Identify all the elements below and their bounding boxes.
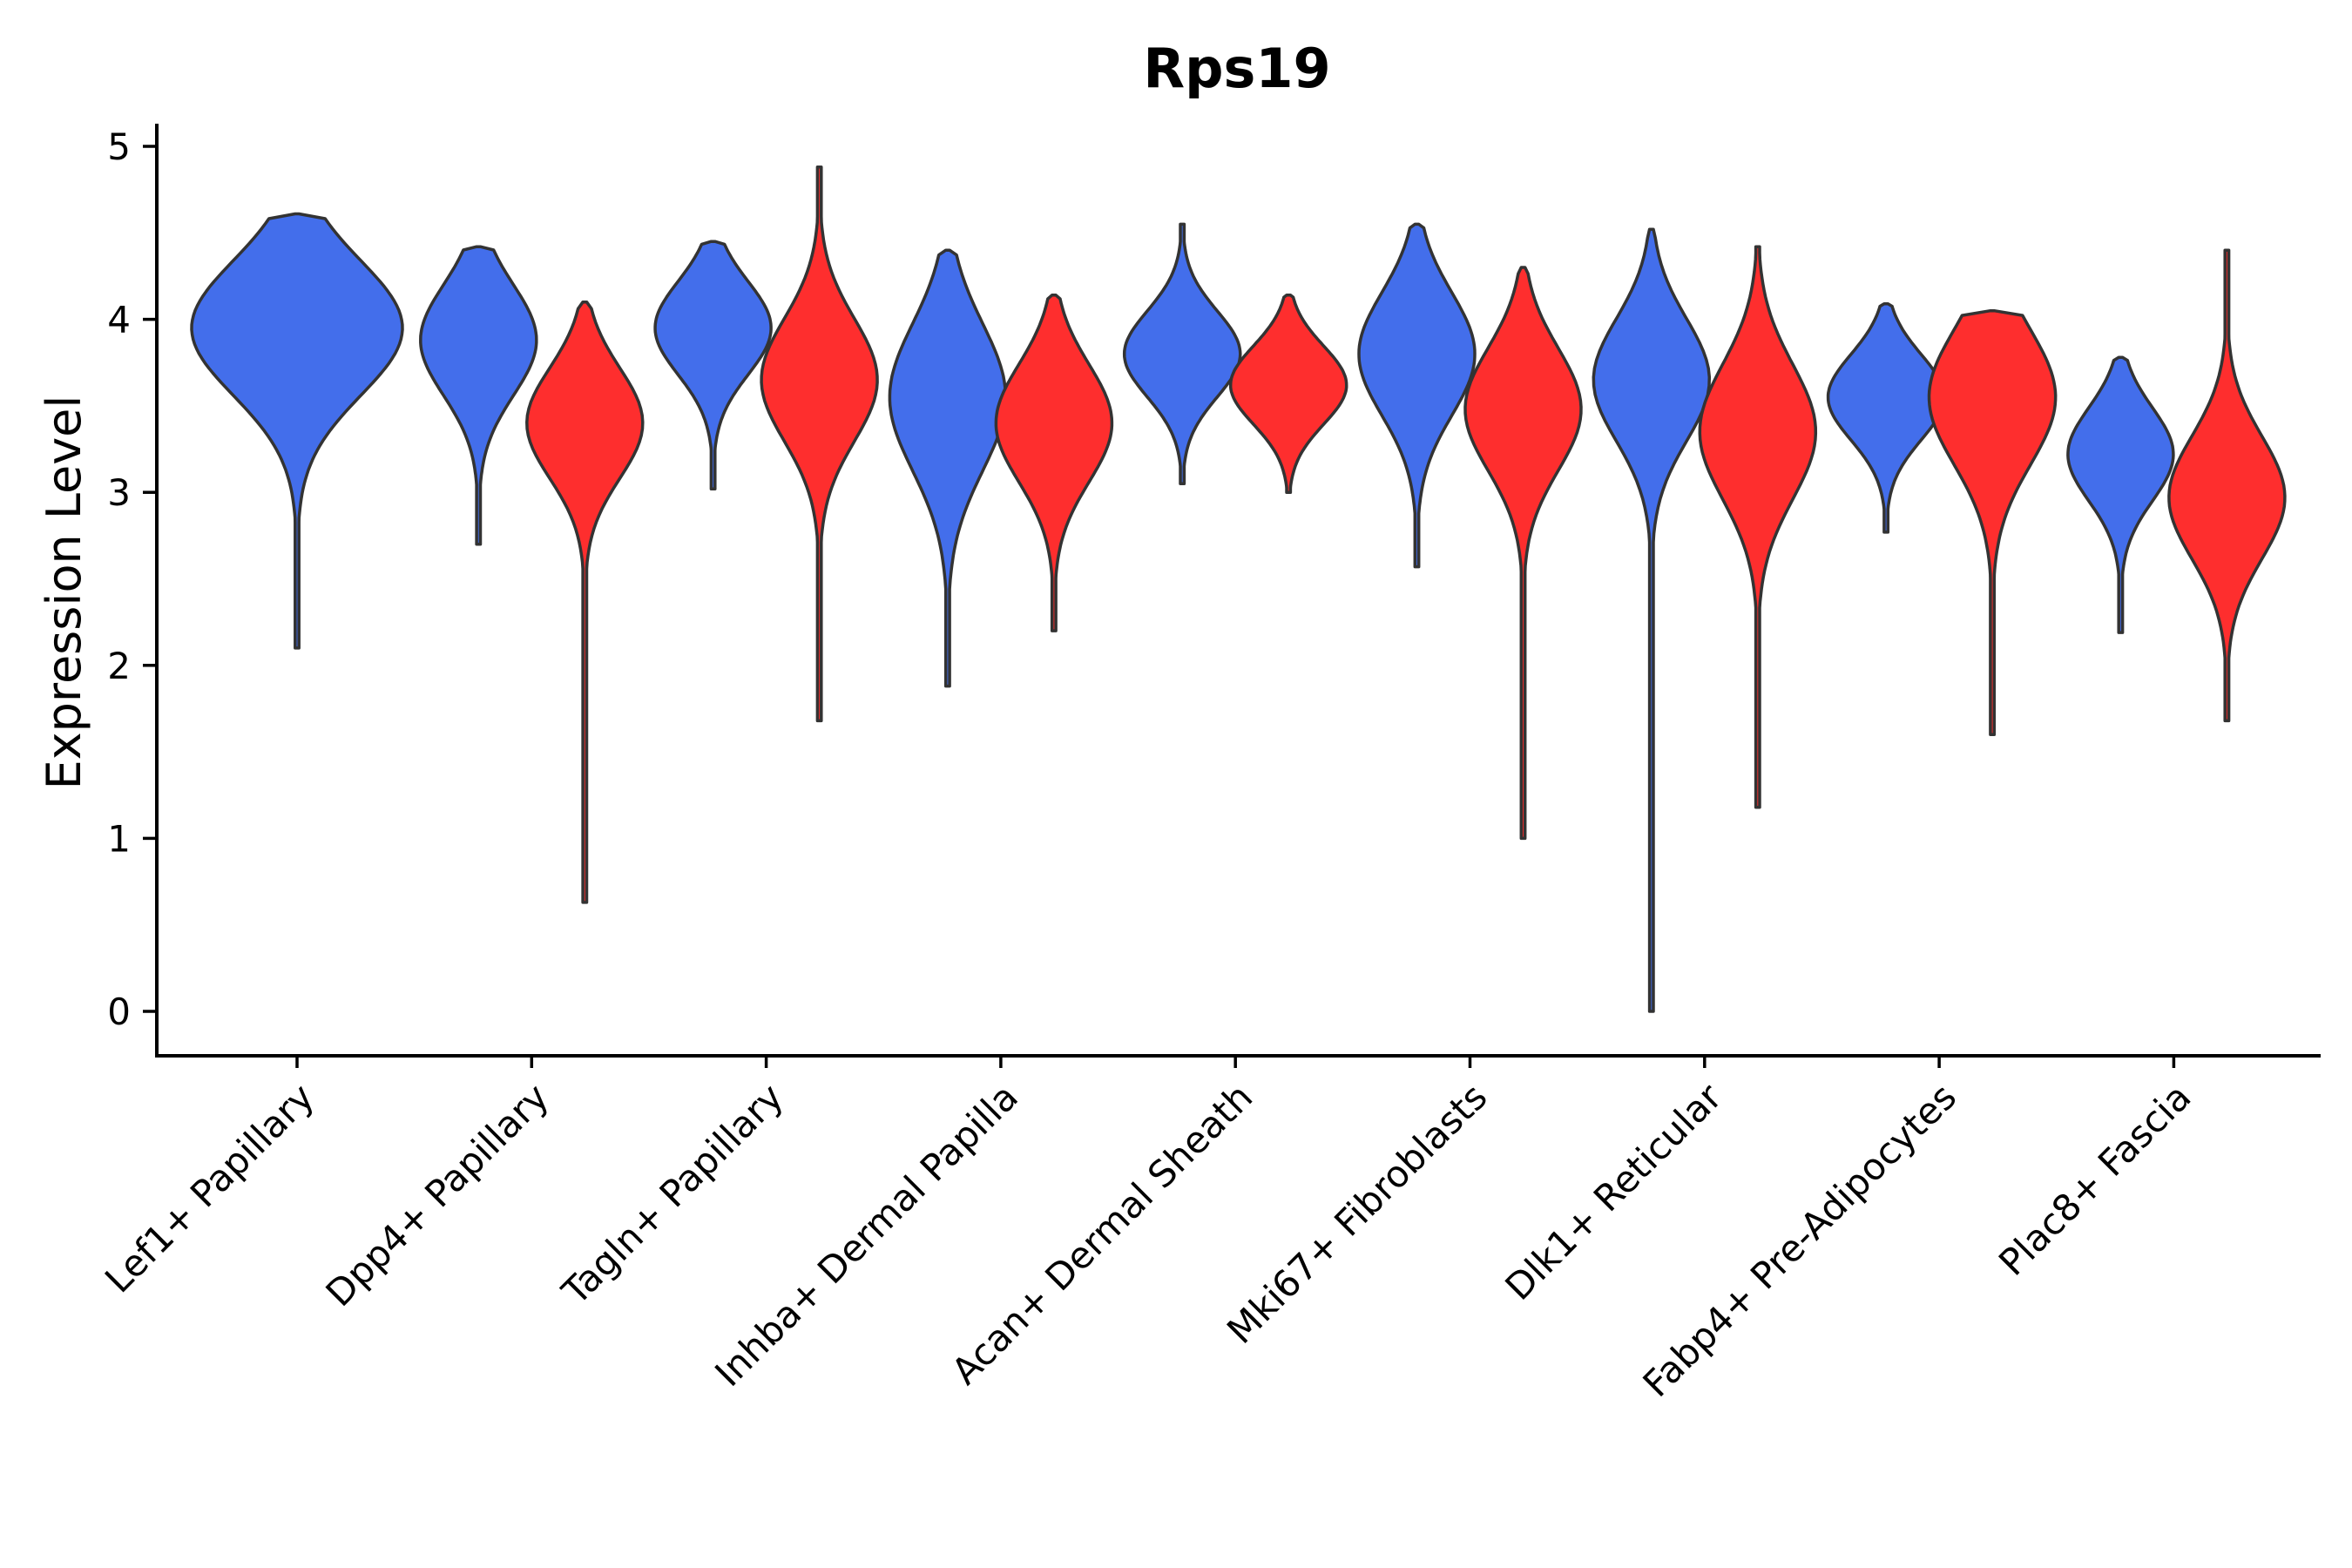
violin-group-red xyxy=(525,300,645,904)
violin-group-blue xyxy=(1357,222,1477,569)
y-tick-label: 0 xyxy=(107,990,131,1033)
y-tick-label: 2 xyxy=(107,645,131,687)
violin-group-red xyxy=(994,294,1114,632)
violin-group-red xyxy=(1698,245,1818,809)
violin-group-blue xyxy=(1122,222,1242,486)
chart-title: Rps19 xyxy=(1143,37,1330,100)
x-tick-label: Dlk1+ Reticular xyxy=(1497,1075,1730,1308)
x-tick-label: Dpp4+ Papillary xyxy=(318,1075,558,1315)
x-tick-label: Mki67+ Fibroblasts xyxy=(1219,1075,1495,1351)
violin-group-blue xyxy=(653,240,773,490)
violin-group-red xyxy=(1463,266,1583,841)
y-tick-label: 4 xyxy=(107,299,131,341)
y-tick-label: 5 xyxy=(107,125,131,168)
violin-group-red xyxy=(760,166,879,723)
y-tick-label: 1 xyxy=(107,817,131,860)
violin-group-blue xyxy=(1592,227,1712,1013)
violin-group-red xyxy=(1927,308,2058,736)
violin-group-red xyxy=(2167,248,2287,723)
violin-group-blue xyxy=(2066,355,2175,634)
violin-group-blue xyxy=(1826,301,1946,534)
violin-group-red xyxy=(1228,294,1348,494)
violin-group-blue xyxy=(419,245,538,546)
y-axis: 0 1 2 3 4 5 xyxy=(107,124,159,1058)
x-tick-label: Plac8+ Fascia xyxy=(1990,1075,2199,1283)
x-tick-label: Lef1+ Papillary xyxy=(97,1075,322,1301)
violin-group-blue xyxy=(190,212,404,650)
violin-group-blue xyxy=(888,248,1008,688)
x-tick-label: Tagln+ Papillary xyxy=(553,1075,791,1313)
y-tick-label: 3 xyxy=(107,471,131,514)
y-axis-label: Expression Level xyxy=(37,395,91,790)
violins-layer xyxy=(190,166,2287,1013)
